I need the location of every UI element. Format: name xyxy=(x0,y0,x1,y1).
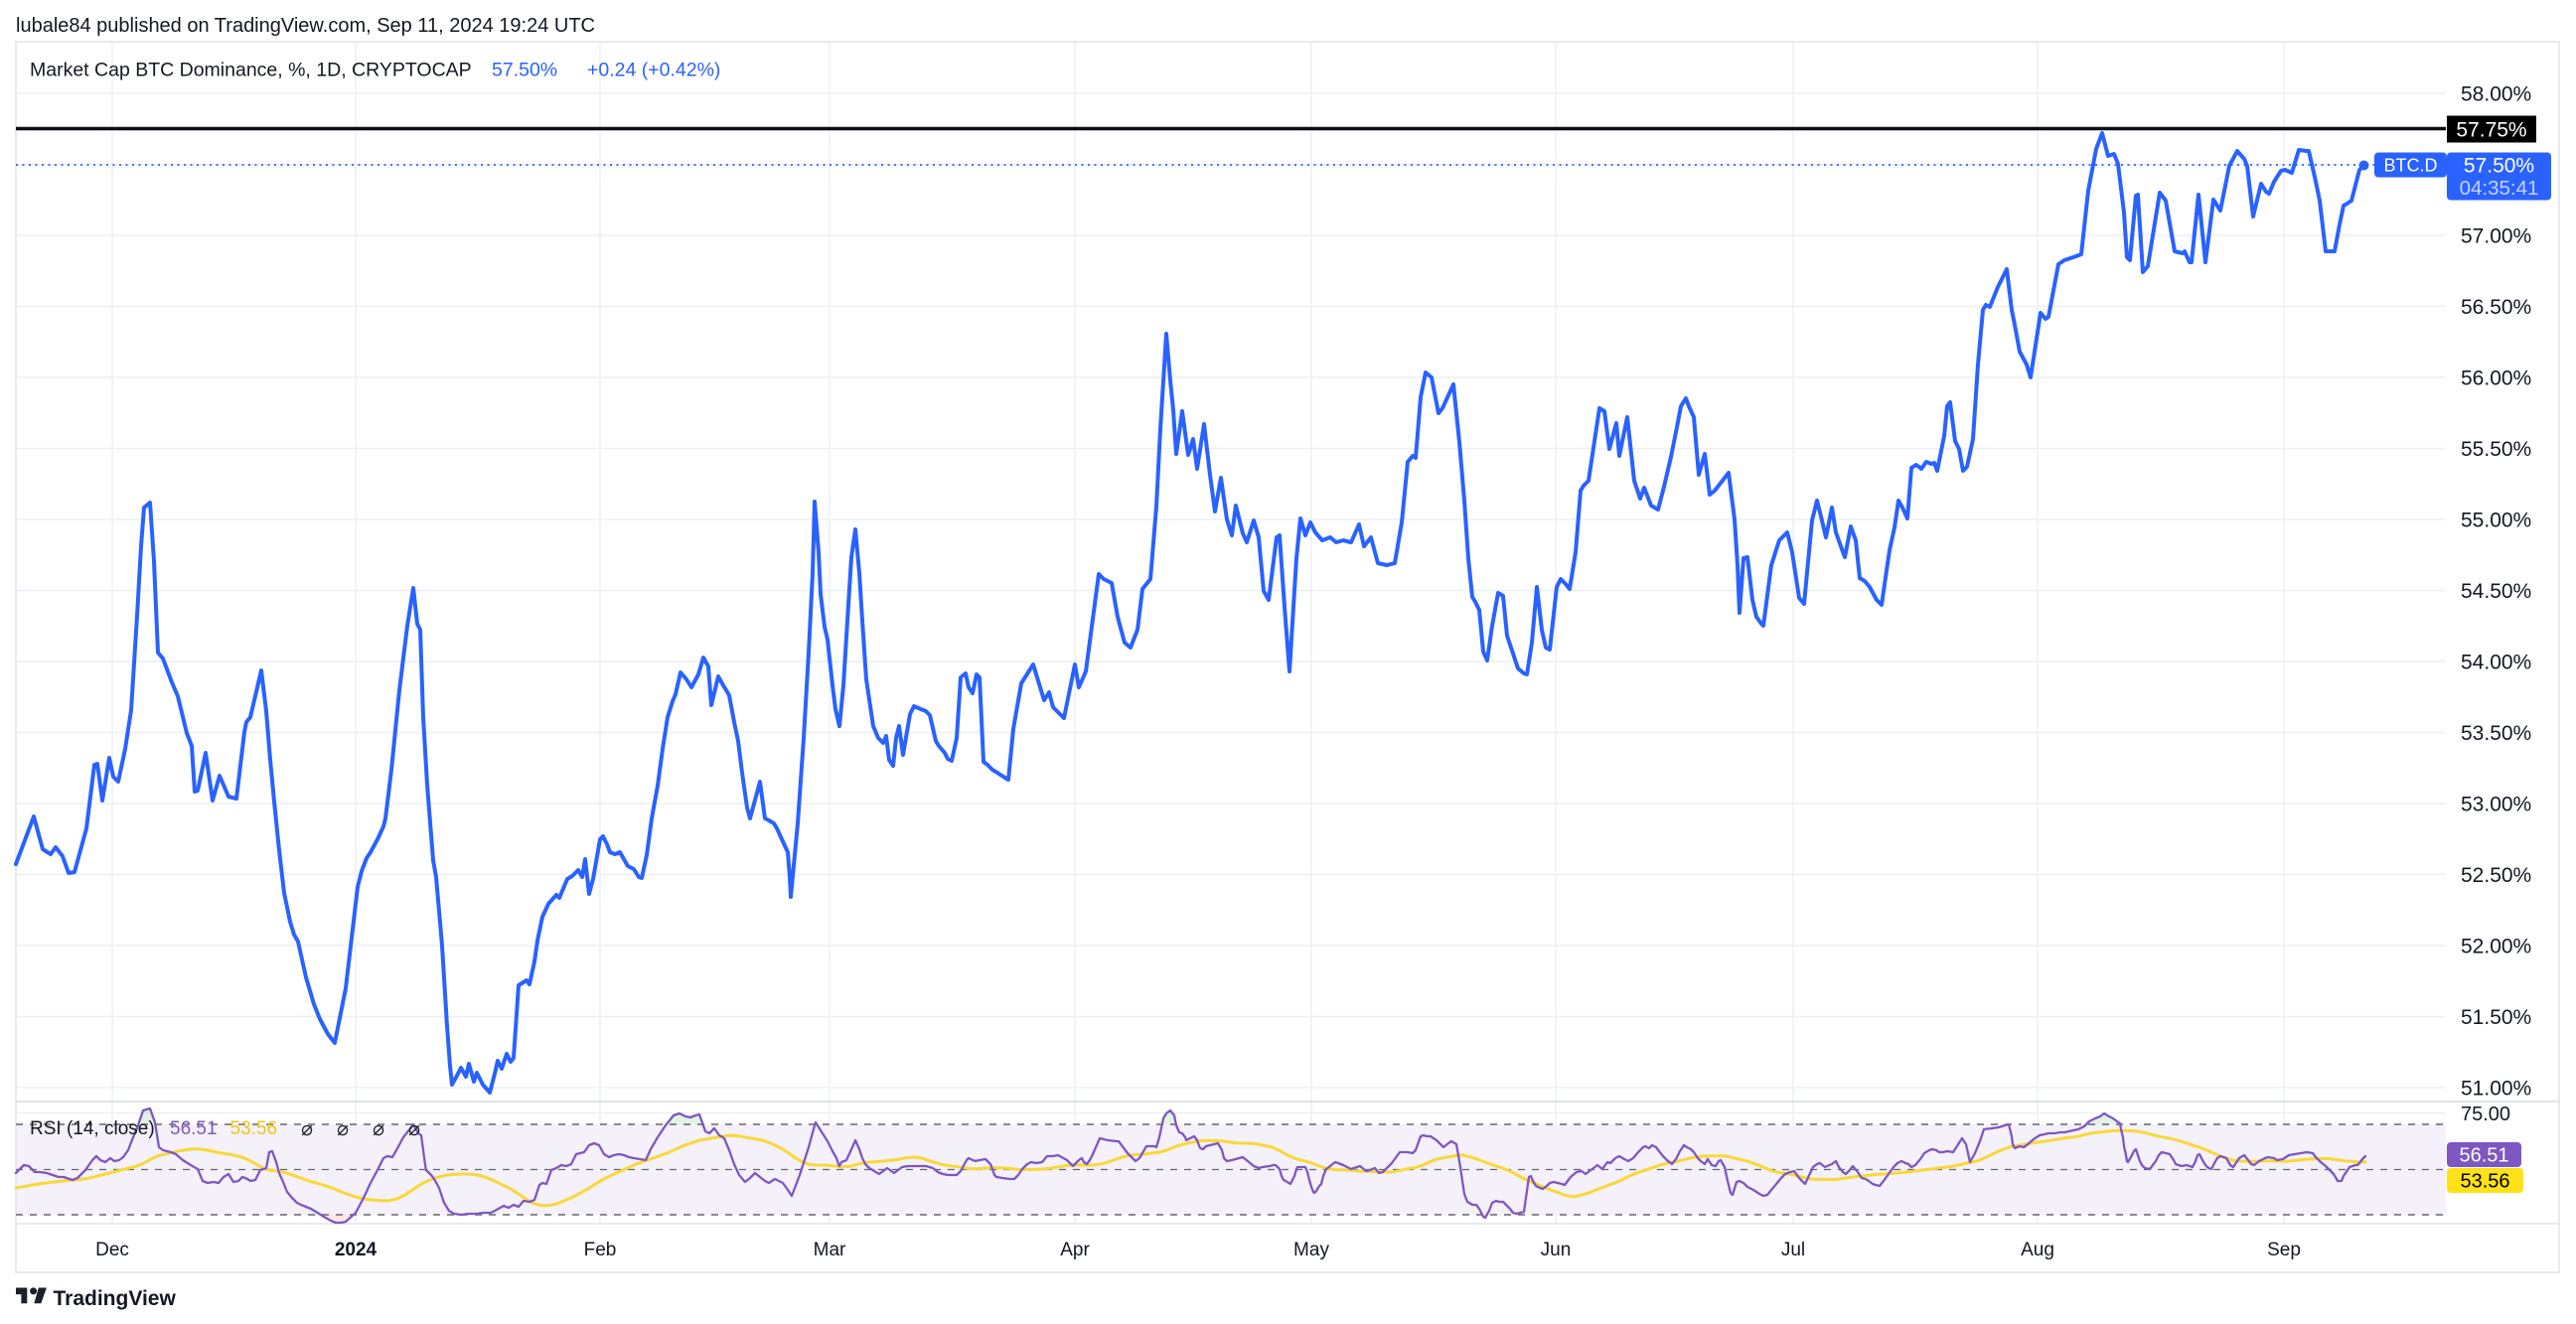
svg-text:57.75%: 57.75% xyxy=(2456,119,2526,142)
svg-text:Sep: Sep xyxy=(2267,1240,2301,1260)
svg-text:56.00%: 56.00% xyxy=(2461,368,2531,390)
svg-text:56.50%: 56.50% xyxy=(2461,296,2531,319)
svg-text:51.00%: 51.00% xyxy=(2461,1078,2531,1101)
svg-text:52.00%: 52.00% xyxy=(2461,936,2531,958)
svg-text:BTC.D: BTC.D xyxy=(2384,156,2438,176)
svg-text:lubale84 published on TradingV: lubale84 published on TradingView.com, S… xyxy=(16,15,595,37)
svg-text:⌀: ⌀ xyxy=(337,1118,349,1140)
svg-text:55.00%: 55.00% xyxy=(2461,510,2531,532)
svg-text:Dec: Dec xyxy=(95,1240,129,1260)
svg-text:Apr: Apr xyxy=(1060,1240,1090,1260)
svg-text:56.51: 56.51 xyxy=(2459,1145,2508,1167)
svg-text:52.50%: 52.50% xyxy=(2461,864,2531,887)
svg-text:57.50%: 57.50% xyxy=(2464,155,2534,178)
svg-text:57.00%: 57.00% xyxy=(2461,225,2531,248)
svg-text:75.00: 75.00 xyxy=(2461,1103,2510,1125)
svg-text:57.50%: 57.50% xyxy=(492,60,557,81)
svg-text:53.00%: 53.00% xyxy=(2461,794,2531,816)
svg-text:Market Cap BTC Dominance, %, 1: Market Cap BTC Dominance, %, 1D, CRYPTOC… xyxy=(30,60,472,81)
svg-text:⌀: ⌀ xyxy=(408,1118,420,1140)
svg-text:Feb: Feb xyxy=(584,1240,617,1260)
svg-text:Aug: Aug xyxy=(2021,1240,2054,1260)
svg-text:+0.24 (+0.42%): +0.24 (+0.42%) xyxy=(587,60,720,81)
svg-text:51.50%: 51.50% xyxy=(2461,1006,2531,1029)
svg-text:04:35:41: 04:35:41 xyxy=(2460,177,2539,200)
svg-text:May: May xyxy=(1293,1240,1329,1260)
svg-text:58.00%: 58.00% xyxy=(2461,83,2531,106)
svg-text:RSI (14, close): RSI (14, close) xyxy=(30,1118,155,1139)
svg-text:Jun: Jun xyxy=(1541,1240,1572,1260)
svg-text:⌀: ⌀ xyxy=(373,1118,384,1140)
svg-text:Jul: Jul xyxy=(1781,1240,1805,1260)
svg-text:54.00%: 54.00% xyxy=(2461,652,2531,674)
svg-text:55.50%: 55.50% xyxy=(2461,438,2531,461)
svg-text:54.50%: 54.50% xyxy=(2461,580,2531,603)
svg-text:2024: 2024 xyxy=(335,1240,378,1260)
svg-text:56.51: 56.51 xyxy=(170,1118,218,1139)
svg-text:⌀: ⌀ xyxy=(301,1118,313,1140)
svg-text:53.50%: 53.50% xyxy=(2461,722,2531,745)
svg-text:53.56: 53.56 xyxy=(2460,1171,2509,1193)
svg-text:Mar: Mar xyxy=(814,1240,846,1260)
svg-text:53.56: 53.56 xyxy=(230,1118,278,1139)
svg-text:TradingView: TradingView xyxy=(54,1287,177,1310)
